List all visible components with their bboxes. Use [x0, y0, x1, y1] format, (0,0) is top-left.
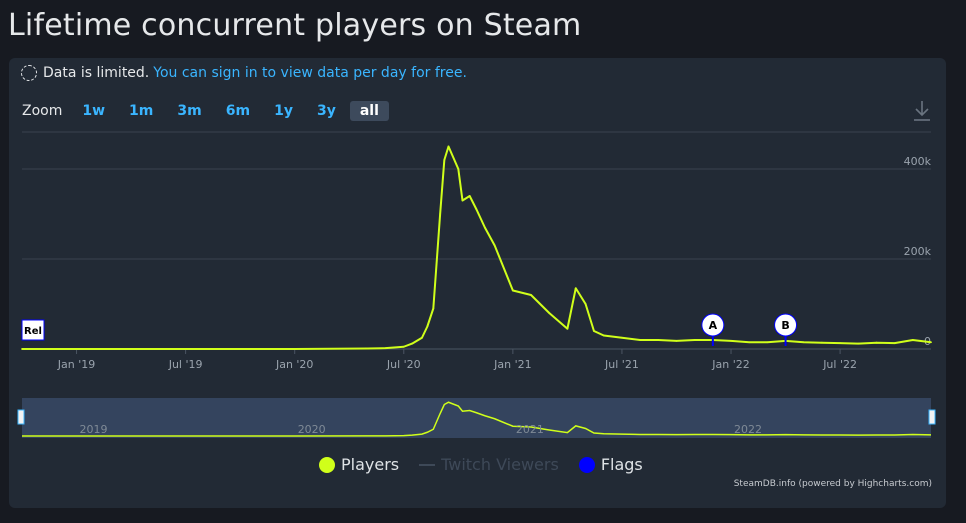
players-data-point	[421, 336, 423, 339]
flag-a-label: A	[709, 319, 718, 332]
players-data-point	[184, 348, 187, 350]
flag-rel-label: Rel	[24, 326, 42, 337]
players-data-point	[566, 327, 569, 330]
players-data-point	[475, 208, 478, 211]
players-data-point	[21, 348, 23, 350]
zoom-3m-button[interactable]: 3m	[177, 103, 202, 119]
players-data-point	[593, 330, 595, 332]
navigator-year-label: 2020	[298, 423, 326, 436]
players-data-point	[457, 168, 460, 170]
players-data-point	[893, 342, 896, 345]
navigator-left-handle[interactable]	[17, 409, 25, 425]
x-tick-label: Jul '22	[822, 358, 857, 371]
navigator-year-label: 2019	[80, 423, 108, 436]
zoom-6m-button[interactable]: 6m	[225, 103, 251, 119]
flag-a[interactable]: A	[701, 313, 725, 346]
players-data-point	[530, 294, 532, 296]
x-tick-label: Jul '20	[386, 358, 421, 371]
navigator-right-handle[interactable]	[928, 409, 936, 425]
navigator-year-label: 2021	[516, 423, 544, 436]
players-data-point	[468, 195, 471, 197]
players-data-point	[447, 145, 450, 148]
players-data-point	[443, 159, 446, 161]
flag-rel[interactable]: Rel	[21, 319, 45, 341]
zoom-1m-button[interactable]: 1m	[129, 103, 154, 119]
players-data-point	[493, 244, 496, 247]
x-tick-label: Jan '22	[711, 358, 749, 371]
limited-icon	[21, 65, 37, 81]
chart-panel: Data is limited. You can sign in to view…	[9, 58, 946, 508]
players-data-point	[821, 341, 823, 344]
players-data-point	[402, 345, 405, 348]
legend-players-label: Players	[341, 455, 400, 474]
navigator-selection	[22, 398, 931, 438]
players-data-point	[675, 340, 678, 342]
chart-legend: Players Twitch Viewers Flags	[319, 455, 663, 474]
players-data-point	[384, 347, 387, 349]
players-data-point	[621, 336, 623, 339]
players-data-point	[639, 339, 642, 341]
legend-players[interactable]: Players	[319, 455, 399, 474]
players-data-point	[511, 289, 514, 292]
twitch-line-icon	[419, 463, 436, 466]
zoom-controls: Zoom 1w 1m 3m 6m 1y 3y all	[22, 101, 393, 121]
x-tick-label: Jan '21	[493, 358, 531, 371]
players-data-point	[748, 341, 751, 344]
y-tick-label: 200k	[904, 245, 932, 258]
zoom-3y-button[interactable]: 3y	[316, 103, 336, 119]
players-data-point	[875, 341, 878, 344]
x-tick-label: Jul '21	[604, 358, 639, 371]
x-tick-label: Jan '19	[57, 358, 95, 371]
players-data-point	[439, 213, 442, 215]
page-title: Lifetime concurrent players on Steam	[8, 8, 582, 43]
players-data-point	[426, 325, 429, 328]
players-data-point	[483, 226, 486, 229]
players-series-line	[22, 145, 932, 350]
players-data-point	[766, 341, 769, 344]
players-data-point	[657, 339, 660, 341]
flag-b-label: B	[781, 319, 789, 332]
legend-twitch[interactable]: Twitch Viewers	[419, 455, 559, 474]
players-data-point	[602, 334, 605, 337]
zoom-1y-button[interactable]: 1y	[274, 103, 293, 119]
players-data-point	[930, 341, 932, 344]
players-data-point	[293, 348, 296, 350]
download-icon[interactable]	[912, 100, 932, 122]
zoom-1w-button[interactable]: 1w	[82, 103, 106, 119]
players-data-point	[857, 342, 860, 345]
x-tick-label: Jul '19	[168, 358, 203, 371]
players-data-point	[584, 303, 587, 305]
players-data-point	[802, 341, 805, 344]
players-data-point	[366, 347, 369, 350]
zoom-all-button[interactable]: all	[349, 101, 389, 121]
notice-text: Data is limited.	[43, 65, 150, 81]
flags-dot-icon	[578, 456, 595, 473]
players-data-point	[730, 340, 732, 342]
sign-in-link[interactable]: You can sign in to view data per day for…	[153, 65, 467, 81]
navigator-series-line	[22, 401, 932, 437]
players-dot-icon	[319, 456, 335, 473]
players-data-point	[75, 348, 78, 350]
players-data-point	[911, 339, 914, 341]
data-limited-notice: Data is limited. You can sign in to view…	[21, 65, 467, 81]
players-data-point	[693, 339, 696, 341]
y-tick-label: 400k	[904, 155, 932, 168]
navigator-year-label: 2022	[734, 423, 762, 436]
x-tick-label: Jan '20	[275, 358, 313, 371]
flag-b[interactable]: B	[774, 313, 798, 346]
players-data-point	[548, 312, 551, 314]
players-data-point	[839, 342, 841, 345]
players-data-point	[574, 287, 577, 290]
chart-credits: SteamDB.info (powered by Highcharts.com)	[733, 479, 932, 489]
players-data-point	[411, 342, 414, 345]
zoom-label: Zoom	[22, 103, 63, 119]
legend-flags[interactable]: Flags	[578, 455, 643, 474]
legend-twitch-label: Twitch Viewers	[441, 455, 559, 474]
players-data-point	[432, 307, 435, 310]
legend-flags-label: Flags	[600, 455, 643, 474]
players-data-point	[461, 199, 464, 202]
